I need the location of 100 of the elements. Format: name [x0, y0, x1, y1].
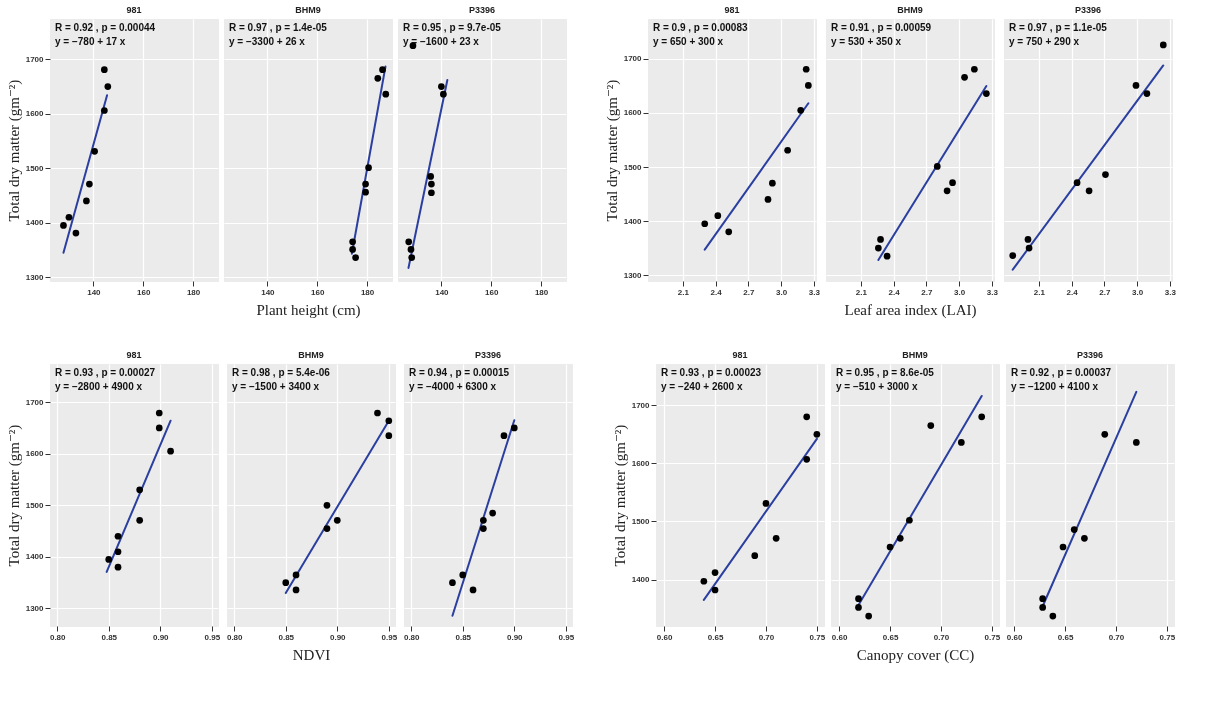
- annotation: y = −780 + 17 x: [55, 36, 126, 47]
- x-axis-title: Canopy cover (CC): [856, 646, 975, 664]
- point: [292, 571, 300, 579]
- x-tick-label: 0.70: [1108, 632, 1125, 642]
- annotation: R = 0.95 , p = 8.6e-05: [836, 367, 935, 378]
- point: [489, 509, 496, 517]
- point: [374, 75, 382, 82]
- point: [438, 83, 445, 90]
- annotation: y = 750 + 290 x: [1009, 36, 1080, 47]
- annotation: R = 0.93 , p = 0.00027: [55, 367, 156, 378]
- point: [379, 66, 386, 73]
- y-axis-title: Total dry matter (gm⁻²): [5, 424, 23, 567]
- annotation: R = 0.92 , p = 0.00037: [1011, 367, 1112, 378]
- annotation: R = 0.91 , p = 0.00059: [831, 22, 932, 33]
- x-tick-label: 140: [87, 287, 102, 297]
- point: [933, 163, 941, 170]
- point: [385, 417, 393, 425]
- point: [407, 246, 415, 253]
- x-tick-label: 0.65: [707, 632, 724, 642]
- x-tick-label: 140: [435, 287, 450, 297]
- x-tick-label: 3.3: [1164, 287, 1177, 297]
- y-tick-label: 1600: [25, 449, 45, 459]
- annotation: R = 0.98 , p = 5.4e-06: [232, 367, 331, 378]
- point: [292, 586, 300, 594]
- point: [365, 164, 372, 172]
- point: [865, 612, 873, 620]
- point: [408, 254, 416, 261]
- y-tick-label: 1700: [631, 400, 651, 410]
- point: [374, 409, 381, 417]
- x-tick-label: 3.0: [1132, 287, 1144, 297]
- annotation: y = −510 + 3000 x: [836, 381, 918, 392]
- point: [349, 246, 356, 253]
- x-tick-label: 0.80: [403, 632, 421, 642]
- x-tick-label: 180: [186, 287, 201, 297]
- point: [802, 65, 810, 73]
- point: [983, 90, 990, 97]
- x-tick-label: 0.65: [882, 632, 899, 642]
- annotation: R = 0.94 , p = 0.00015: [409, 367, 510, 378]
- y-tick-label: 1500: [623, 162, 643, 172]
- y-tick-label: 1400: [623, 216, 643, 226]
- x-tick-label: 0.90: [329, 632, 347, 642]
- point: [114, 532, 122, 540]
- point: [957, 439, 965, 446]
- point: [1132, 439, 1140, 446]
- point: [362, 180, 369, 188]
- annotation: R = 0.97 , p = 1.1e-05: [1009, 22, 1108, 33]
- point: [323, 501, 331, 509]
- chart-title: BHM9: [295, 5, 321, 15]
- annotation: y = 650 + 300 x: [653, 36, 724, 47]
- x-tick-label: 2.7: [921, 287, 933, 297]
- chart-title: P3396: [474, 350, 502, 360]
- point: [1059, 543, 1067, 551]
- x-tick-label: 0.80: [226, 632, 244, 642]
- chart-title: 981: [126, 350, 142, 360]
- point: [60, 222, 67, 229]
- point: [1143, 90, 1151, 97]
- point: [1102, 171, 1109, 178]
- point: [805, 82, 812, 89]
- y-tick-label: 1700: [25, 54, 45, 64]
- x-tick-label: 3.0: [954, 287, 966, 297]
- x-tick-label: 160: [137, 287, 151, 297]
- chart-title: BHM9: [897, 5, 923, 15]
- y-tick-label: 1600: [623, 108, 643, 118]
- point: [751, 552, 759, 560]
- x-tick-label: 0.60: [831, 632, 848, 642]
- point: [701, 220, 709, 228]
- x-tick-label: 0.80: [49, 632, 67, 642]
- x-tick-label: 0.75: [1159, 632, 1176, 642]
- chart-title: BHM9: [298, 350, 324, 360]
- point: [352, 254, 359, 261]
- point: [91, 148, 98, 155]
- x-tick-label: 2.7: [743, 287, 755, 297]
- point: [1049, 612, 1057, 620]
- x-tick-label: 3.0: [776, 287, 788, 297]
- point: [86, 180, 93, 188]
- annotation: R = 0.93 , p = 0.00023: [661, 367, 762, 378]
- x-tick-label: 2.4: [888, 287, 901, 297]
- point: [803, 455, 811, 463]
- point: [469, 586, 477, 594]
- point: [813, 430, 821, 438]
- point: [480, 516, 487, 524]
- point: [906, 516, 913, 524]
- annotation: R = 0.97 , p = 1.4e-05: [229, 22, 328, 33]
- y-tick-label: 1500: [25, 500, 45, 510]
- x-axis-title: Plant height (cm): [256, 301, 361, 319]
- point: [100, 107, 108, 114]
- point: [500, 432, 508, 440]
- x-tick-label: 0.60: [1006, 632, 1023, 642]
- point: [1009, 252, 1017, 259]
- point: [167, 447, 174, 455]
- chart-title: 981: [724, 5, 740, 15]
- x-tick-label: 3.3: [808, 287, 821, 297]
- point: [282, 579, 290, 587]
- annotation: y = −1500 + 3400 x: [232, 381, 320, 392]
- point: [480, 525, 487, 532]
- x-tick-label: 2.1: [677, 287, 690, 297]
- point: [1101, 430, 1109, 438]
- x-tick-label: 0.75: [809, 632, 826, 642]
- x-tick-label: 0.95: [204, 632, 221, 642]
- x-tick-label: 2.7: [1099, 287, 1111, 297]
